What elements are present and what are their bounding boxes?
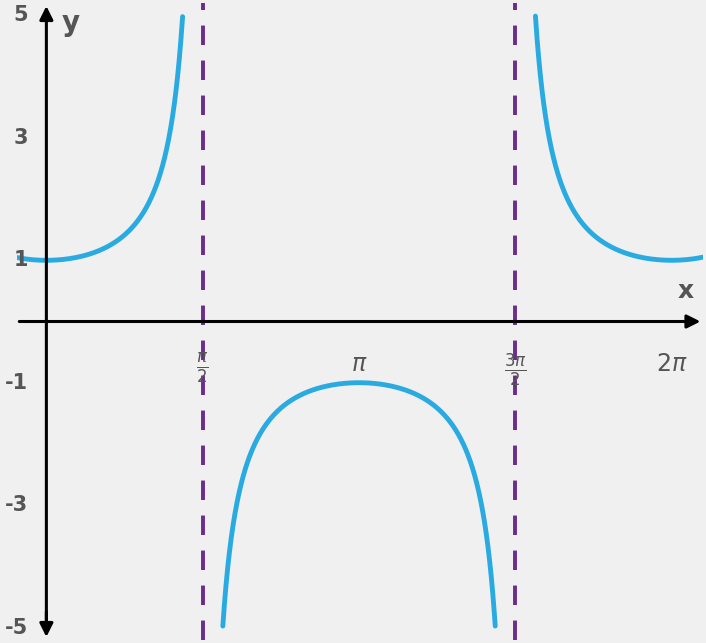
Text: y: y	[61, 10, 79, 37]
Text: 3: 3	[14, 128, 28, 148]
Text: $\frac{3\pi}{2}$: $\frac{3\pi}{2}$	[504, 352, 527, 390]
Text: x: x	[677, 279, 693, 303]
Text: $\frac{\pi}{2}$: $\frac{\pi}{2}$	[196, 352, 209, 386]
Text: 1: 1	[14, 250, 28, 270]
Text: 5: 5	[14, 6, 28, 26]
Text: -1: -1	[6, 373, 28, 393]
Text: $\pi$: $\pi$	[351, 352, 367, 376]
Text: -5: -5	[5, 617, 28, 637]
Text: -3: -3	[6, 495, 28, 515]
Text: $2\pi$: $2\pi$	[656, 352, 688, 376]
